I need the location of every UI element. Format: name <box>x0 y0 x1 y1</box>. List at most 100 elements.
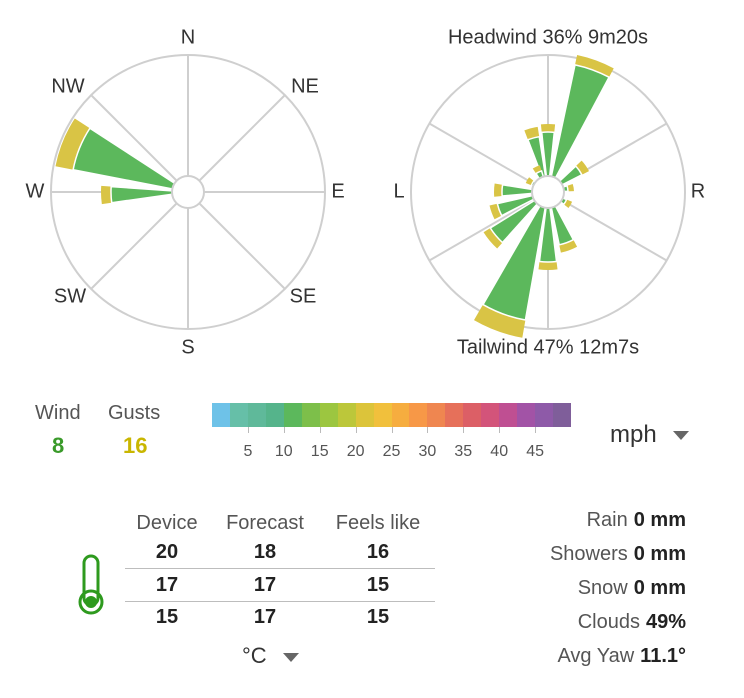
stat-avg-yaw: Avg Yaw 11.1° <box>557 645 686 668</box>
rose-hub <box>171 175 205 209</box>
stat-label: Snow <box>577 577 628 599</box>
rose-spoke <box>187 191 286 290</box>
scale-swatch <box>409 403 428 427</box>
gusts-label: Gusts <box>108 402 161 424</box>
scale-swatch <box>247 403 266 427</box>
table-cell: 16 <box>366 541 390 563</box>
table-cell: 20 <box>155 541 179 563</box>
col-header-forecast: Forecast <box>226 512 304 534</box>
wind-petal <box>110 185 189 204</box>
scale-swatch <box>427 403 446 427</box>
temp-unit-value: °C <box>242 643 267 668</box>
speed-unit-dropdown[interactable]: mph <box>610 421 690 449</box>
rose-spoke <box>90 191 189 290</box>
stat-label: Showers <box>549 543 628 565</box>
table-cell: 15 <box>155 606 179 628</box>
temp-unit-dropdown[interactable]: °C <box>242 643 299 669</box>
scale-swatch <box>445 403 464 427</box>
rose-spoke <box>428 191 549 262</box>
rose-spoke <box>90 94 189 193</box>
stat-label: Rain <box>586 509 628 531</box>
scale-swatch <box>373 403 392 427</box>
scale-tick <box>247 427 249 433</box>
dir-sw: SW <box>53 285 87 308</box>
wind-petal <box>72 127 189 193</box>
wind-label: Wind <box>35 402 81 424</box>
stat-value: 0 mm <box>633 577 686 599</box>
wind-petal <box>547 63 611 193</box>
scale-tick-label: 30 <box>418 443 437 460</box>
scale-swatch <box>499 403 518 427</box>
scale-swatch <box>229 403 248 427</box>
speed-unit-value: mph <box>610 421 657 448</box>
scale-tick <box>427 427 429 433</box>
scale-tick-label: 25 <box>382 443 401 460</box>
dir-w: W <box>25 180 45 203</box>
scale-tick <box>355 427 357 433</box>
scale-tick-label: 5 <box>243 443 253 460</box>
dir-e: E <box>331 180 345 203</box>
table-cell: 17 <box>253 574 277 596</box>
table-cell: 15 <box>366 574 390 596</box>
scale-tick-label: 15 <box>310 443 329 460</box>
speed-color-scale <box>212 403 572 427</box>
scale-tick <box>463 427 465 433</box>
scale-swatch <box>283 403 302 427</box>
wind-petal <box>501 183 549 197</box>
rose-spoke <box>187 94 286 193</box>
scale-tick <box>535 427 537 433</box>
dir-n: N <box>180 26 196 49</box>
table-cell: 15 <box>366 606 390 628</box>
scale-swatch <box>319 403 338 427</box>
stat-value: 0 mm <box>633 509 686 531</box>
dir-ne: NE <box>291 75 319 98</box>
scale-tick-label: 40 <box>490 443 509 460</box>
scale-tick <box>499 427 501 433</box>
headwind-label: Headwind 36% 9m20s <box>447 26 649 49</box>
wind-petal <box>481 191 549 321</box>
scale-swatch <box>337 403 356 427</box>
caret-down-icon <box>673 431 690 441</box>
scale-swatch <box>301 403 320 427</box>
wind-petal <box>489 191 549 244</box>
stat-snow: Snow 0 mm <box>578 577 686 600</box>
scale-tick-label: 20 <box>346 443 365 460</box>
dir-se: SE <box>289 285 317 308</box>
scale-tick <box>319 427 321 433</box>
wind-petal <box>540 131 556 193</box>
rose-hub <box>531 175 565 209</box>
dir-nw: NW <box>51 75 85 98</box>
table-cell: 17 <box>155 574 179 596</box>
caret-down-icon <box>282 652 299 662</box>
stat-value: 0 mm <box>633 543 686 565</box>
scale-swatch <box>355 403 374 427</box>
scale-tick <box>391 427 393 433</box>
stat-clouds: Clouds 49% <box>578 611 686 634</box>
wind-petal <box>538 191 558 263</box>
scale-swatch <box>391 403 410 427</box>
scale-swatch <box>212 403 230 427</box>
scale-swatch <box>535 403 554 427</box>
stat-value: 11.1° <box>640 645 686 667</box>
stat-rain: Rain 0 mm <box>587 509 686 532</box>
scale-tick-label: 45 <box>526 443 544 460</box>
scale-tick <box>283 427 285 433</box>
gusts-value: 16 <box>123 433 148 458</box>
row-divider <box>125 601 435 602</box>
scale-swatch <box>265 403 284 427</box>
left-label: L <box>393 180 405 203</box>
table-cell: 18 <box>253 541 277 563</box>
wind-value: 8 <box>52 433 65 458</box>
stat-showers: Showers 0 mm <box>550 543 686 566</box>
col-header-feels-like: Feels like <box>335 512 421 534</box>
scale-swatch <box>553 403 572 427</box>
scale-tick-label: 10 <box>274 443 293 460</box>
scale-tick-label: 35 <box>454 443 473 460</box>
stat-value: 49% <box>645 611 686 633</box>
stat-label: Clouds <box>577 611 640 633</box>
right-label: R <box>690 180 706 203</box>
stat-label: Avg Yaw <box>557 645 635 667</box>
col-header-device: Device <box>136 512 198 534</box>
scale-swatch <box>517 403 536 427</box>
